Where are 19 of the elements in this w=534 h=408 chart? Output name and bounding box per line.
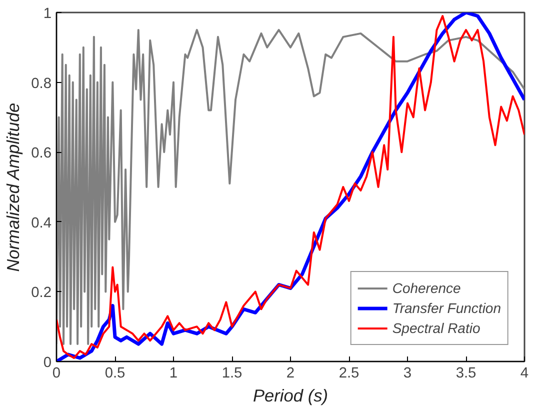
x-tick-label: 1.5 — [222, 366, 242, 382]
y-tick-label: 0.8 — [31, 76, 52, 92]
legend-label: Spectral Ratio — [392, 320, 480, 336]
x-tick-label: 1 — [169, 366, 178, 382]
x-tick-label: 3.5 — [456, 366, 476, 382]
x-tick-label: 3 — [403, 366, 412, 382]
legend-label: Coherence — [392, 280, 461, 296]
x-tick-label: 4 — [520, 366, 529, 382]
y-tick-label: 0.6 — [31, 146, 52, 162]
y-tick-label: 0.4 — [31, 215, 52, 232]
legend-label: Transfer Function — [392, 300, 501, 316]
x-tick-label: 0.5 — [104, 366, 126, 382]
x-tick-label: 2 — [286, 366, 295, 382]
y-axis-title: Normalized Amplitude — [3, 102, 24, 272]
y-tick-label: 0.2 — [31, 285, 52, 302]
y-tick-label: 1 — [43, 6, 52, 22]
x-tick-label: 2.5 — [338, 366, 360, 382]
x-axis-title: Period (s) — [252, 386, 328, 406]
y-tick-label: 0 — [43, 355, 52, 371]
